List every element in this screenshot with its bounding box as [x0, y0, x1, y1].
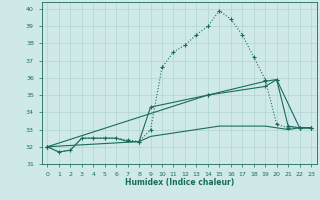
X-axis label: Humidex (Indice chaleur): Humidex (Indice chaleur)	[124, 178, 234, 187]
